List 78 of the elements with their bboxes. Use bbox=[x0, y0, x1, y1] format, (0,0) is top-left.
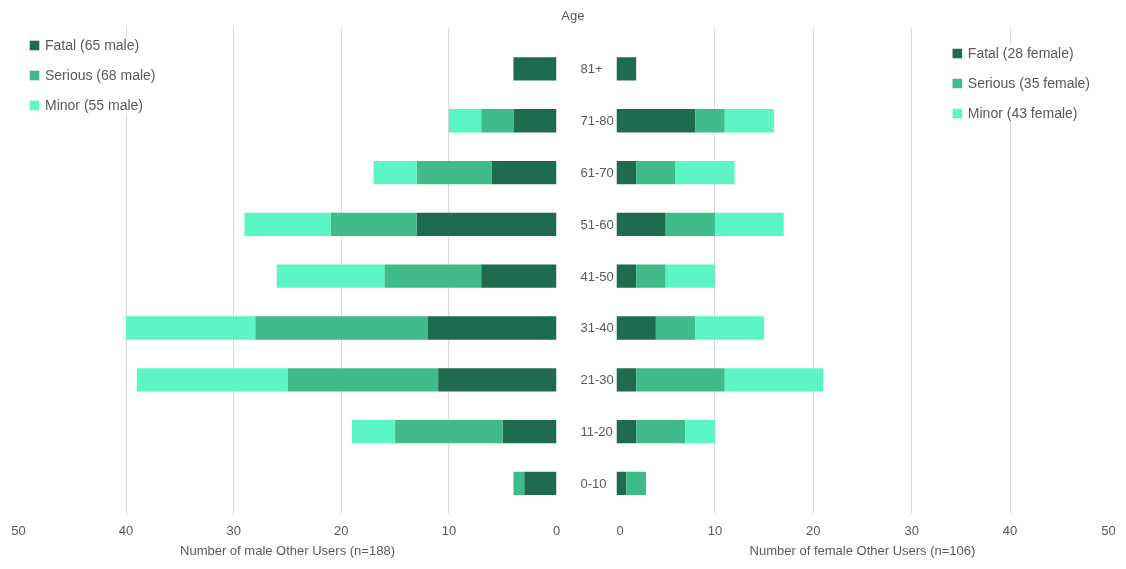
bar bbox=[636, 368, 725, 392]
bar bbox=[427, 316, 557, 340]
x-axis-title: Number of male Other Users (n=188) bbox=[180, 542, 395, 558]
y-tick-label: 31-40 bbox=[580, 320, 614, 336]
bar bbox=[616, 109, 696, 133]
x-tick-label: 0 bbox=[552, 522, 561, 538]
bar bbox=[636, 264, 666, 288]
bar bbox=[255, 316, 428, 340]
bar bbox=[665, 264, 715, 288]
legend-label: Fatal (28 female) bbox=[967, 45, 1074, 61]
y-axis-title: Age bbox=[561, 7, 585, 23]
bar bbox=[524, 471, 557, 496]
bar bbox=[244, 212, 331, 237]
x-tick-label: 40 bbox=[118, 522, 134, 538]
bar bbox=[352, 419, 396, 444]
bar bbox=[724, 109, 774, 133]
x-axis-title: Number of female Other Users (n=106) bbox=[749, 542, 976, 558]
bar bbox=[513, 57, 557, 81]
x-tick-label: 30 bbox=[904, 522, 919, 538]
bar bbox=[330, 212, 417, 237]
bar bbox=[438, 368, 557, 392]
legend-label: Serious (35 female) bbox=[967, 75, 1090, 91]
legend-label: Minor (43 female) bbox=[967, 105, 1078, 121]
bar bbox=[126, 316, 256, 340]
bar bbox=[714, 212, 784, 237]
x-tick-label: 20 bbox=[806, 522, 821, 538]
bar bbox=[616, 419, 637, 444]
legend-label: Minor (55 male) bbox=[45, 97, 144, 113]
bar bbox=[636, 160, 676, 185]
bar bbox=[513, 109, 557, 133]
bar bbox=[685, 419, 715, 444]
y-tick-label: 71-80 bbox=[580, 113, 614, 129]
bar bbox=[616, 57, 637, 81]
y-tick-label: 81+ bbox=[580, 61, 603, 77]
y-tick-label: 41-50 bbox=[580, 268, 614, 284]
bar bbox=[513, 471, 525, 496]
bar bbox=[616, 212, 666, 237]
bar bbox=[373, 160, 417, 185]
bar bbox=[695, 109, 725, 133]
x-tick-label: 10 bbox=[707, 522, 723, 538]
bar bbox=[448, 109, 482, 133]
bar bbox=[616, 316, 656, 340]
y-tick-label: 51-60 bbox=[580, 216, 614, 232]
bar bbox=[136, 368, 288, 392]
bar bbox=[626, 471, 647, 496]
bar bbox=[395, 419, 503, 444]
bar bbox=[502, 419, 557, 444]
y-tick-label: 61-70 bbox=[580, 165, 614, 181]
x-tick-label: 10 bbox=[441, 522, 457, 538]
x-tick-label: 40 bbox=[1002, 522, 1018, 538]
bar bbox=[695, 316, 765, 340]
bar bbox=[616, 264, 637, 288]
x-tick-label: 50 bbox=[11, 522, 26, 538]
bar bbox=[416, 160, 492, 185]
bar bbox=[276, 264, 385, 288]
bar bbox=[287, 368, 439, 392]
x-tick-label: 30 bbox=[226, 522, 241, 538]
bar bbox=[616, 471, 627, 496]
bar bbox=[491, 160, 557, 185]
bar bbox=[655, 316, 696, 340]
bar bbox=[616, 160, 637, 185]
bar bbox=[675, 160, 735, 185]
bar bbox=[724, 368, 824, 392]
bar bbox=[384, 264, 482, 288]
x-tick-label: 50 bbox=[1101, 522, 1116, 538]
y-tick-label: 0-10 bbox=[580, 475, 607, 491]
bar bbox=[481, 264, 557, 288]
legend-label: Fatal (65 male) bbox=[45, 37, 140, 53]
legend-label: Serious (68 male) bbox=[45, 67, 156, 83]
x-tick-label: 0 bbox=[616, 522, 624, 538]
bar bbox=[616, 368, 637, 392]
bar bbox=[665, 212, 715, 237]
bar bbox=[636, 419, 686, 444]
bar bbox=[481, 109, 514, 133]
bar bbox=[416, 212, 557, 237]
y-tick-label: 21-30 bbox=[580, 372, 614, 388]
x-tick-label: 20 bbox=[334, 522, 349, 538]
y-tick-label: 11-20 bbox=[580, 424, 613, 440]
